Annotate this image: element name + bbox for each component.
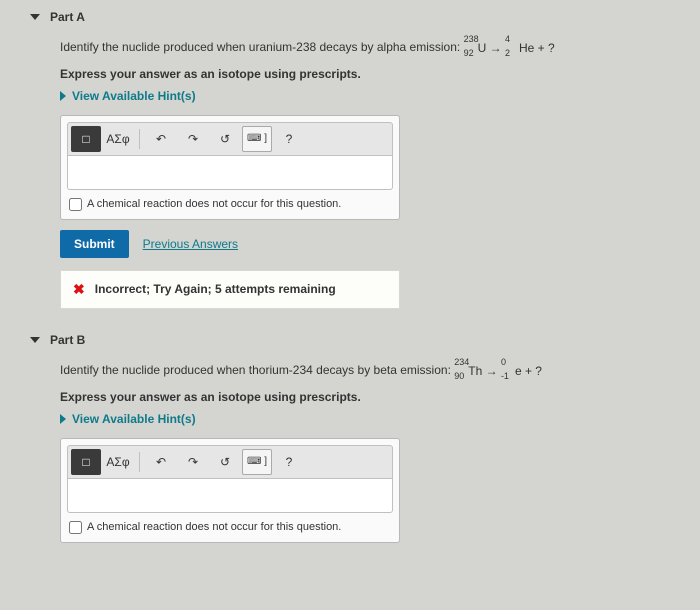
question-text: Identify the nuclide produced when urani…	[60, 40, 460, 54]
nuclide-u: 238 92 U	[464, 39, 487, 57]
equation: 238 92 U → 4 2 He + ?	[464, 39, 555, 57]
no-reaction-label: A chemical reaction does not occur for t…	[87, 198, 341, 210]
greek-button[interactable]: ΑΣφ	[103, 126, 133, 152]
previous-answers-link[interactable]: Previous Answers	[143, 237, 238, 251]
part-a-question: Identify the nuclide produced when urani…	[60, 38, 680, 57]
hint-text: View Available Hint(s)	[72, 412, 196, 426]
greek-button[interactable]: ΑΣφ	[103, 449, 133, 475]
keyboard-button[interactable]: ⌨ ]	[242, 449, 272, 475]
no-reaction-check[interactable]: A chemical reaction does not occur for t…	[67, 190, 393, 213]
question-text: Identify the nuclide produced when thori…	[60, 363, 451, 377]
equation: 234 90 Th → 0 -1 e + ?	[454, 362, 542, 380]
help-button[interactable]: ?	[274, 449, 304, 475]
submit-row: Submit Previous Answers	[60, 230, 680, 258]
submit-button[interactable]: Submit	[60, 230, 129, 258]
template-button[interactable]: □	[71, 126, 101, 152]
toolbar: □ ΑΣφ ↶ ↷ ↺ ⌨ ] ?	[67, 445, 393, 479]
nuclide-e: 0 -1 e	[501, 362, 522, 380]
reset-button[interactable]: ↺	[210, 126, 240, 152]
view-hints-link[interactable]: View Available Hint(s)	[60, 412, 680, 426]
toolbar: □ ΑΣφ ↶ ↷ ↺ ⌨ ] ?	[67, 122, 393, 156]
instruction: Express your answer as an isotope using …	[60, 390, 680, 404]
no-reaction-check[interactable]: A chemical reaction does not occur for t…	[67, 513, 393, 536]
redo-button[interactable]: ↷	[178, 449, 208, 475]
no-reaction-checkbox[interactable]	[69, 521, 82, 534]
part-b-body: Identify the nuclide produced when thori…	[30, 361, 680, 543]
template-button[interactable]: □	[71, 449, 101, 475]
feedback-box: ✖ Incorrect; Try Again; 5 attempts remai…	[60, 270, 400, 309]
help-button[interactable]: ?	[274, 126, 304, 152]
hint-text: View Available Hint(s)	[72, 89, 196, 103]
reset-button[interactable]: ↺	[210, 449, 240, 475]
part-b-label: Part B	[50, 333, 85, 347]
part-a-body: Identify the nuclide produced when urani…	[30, 38, 680, 309]
incorrect-icon: ✖	[73, 281, 85, 298]
answer-box: □ ΑΣφ ↶ ↷ ↺ ⌨ ] ? A chemical reaction do…	[60, 115, 400, 220]
separator	[139, 452, 140, 472]
feedback-text: Incorrect; Try Again; 5 attempts remaini…	[95, 282, 336, 296]
view-hints-link[interactable]: View Available Hint(s)	[60, 89, 680, 103]
answer-input[interactable]	[67, 479, 393, 513]
nuclide-th: 234 90 Th	[454, 362, 482, 380]
caret-down-icon	[30, 14, 40, 20]
no-reaction-checkbox[interactable]	[69, 198, 82, 211]
caret-down-icon	[30, 337, 40, 343]
redo-button[interactable]: ↷	[178, 126, 208, 152]
instruction: Express your answer as an isotope using …	[60, 67, 680, 81]
undo-button[interactable]: ↶	[146, 126, 176, 152]
caret-right-icon	[60, 91, 66, 101]
part-a-label: Part A	[50, 10, 85, 24]
part-a-header[interactable]: Part A	[30, 10, 680, 24]
separator	[139, 129, 140, 149]
answer-input[interactable]	[67, 156, 393, 190]
nuclide-he: 4 2 He	[505, 39, 534, 57]
undo-button[interactable]: ↶	[146, 449, 176, 475]
part-b-question: Identify the nuclide produced when thori…	[60, 361, 680, 380]
part-b-header[interactable]: Part B	[30, 333, 680, 347]
no-reaction-label: A chemical reaction does not occur for t…	[87, 521, 341, 533]
keyboard-button[interactable]: ⌨ ]	[242, 126, 272, 152]
caret-right-icon	[60, 414, 66, 424]
answer-box: □ ΑΣφ ↶ ↷ ↺ ⌨ ] ? A chemical reaction do…	[60, 438, 400, 543]
